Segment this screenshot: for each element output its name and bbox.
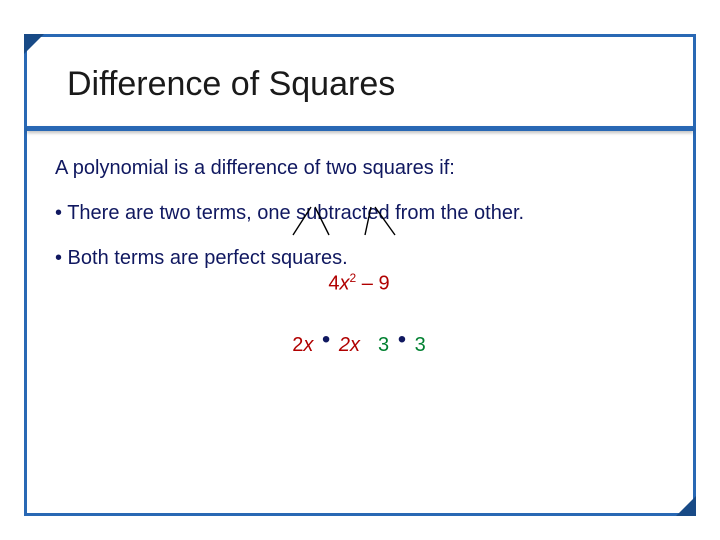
dot-2: •	[395, 326, 409, 353]
slide-title: Difference of Squares	[27, 37, 693, 126]
slide-frame: Difference of Squares A polynomial is a …	[24, 34, 696, 516]
slide-content: A polynomial is a difference of two squa…	[27, 131, 693, 359]
dot-1: •	[319, 326, 333, 353]
term2: 9	[378, 273, 389, 295]
right-factor-b: 3	[415, 334, 426, 356]
polynomial-expression: 4x2 – 9	[55, 270, 663, 298]
right-factor-a: 3	[378, 334, 389, 356]
factor-row: 2x • 2x 3 • 3	[55, 332, 663, 359]
intro-text: A polynomial is a difference of two squa…	[55, 155, 663, 182]
term1-coef: 4	[328, 273, 339, 295]
corner-top-left	[24, 34, 44, 54]
term1-var: x	[340, 273, 350, 295]
left-factor-b: 2x	[339, 334, 360, 356]
minus-op: –	[362, 273, 373, 295]
corner-bottom-right	[676, 496, 696, 516]
left-factor-a: 2x	[292, 334, 313, 356]
bullet-1: • There are two terms, one subtracted fr…	[55, 200, 663, 227]
term1-exp: 2	[350, 271, 357, 285]
bullet-2: • Both terms are perfect squares.	[55, 245, 663, 272]
